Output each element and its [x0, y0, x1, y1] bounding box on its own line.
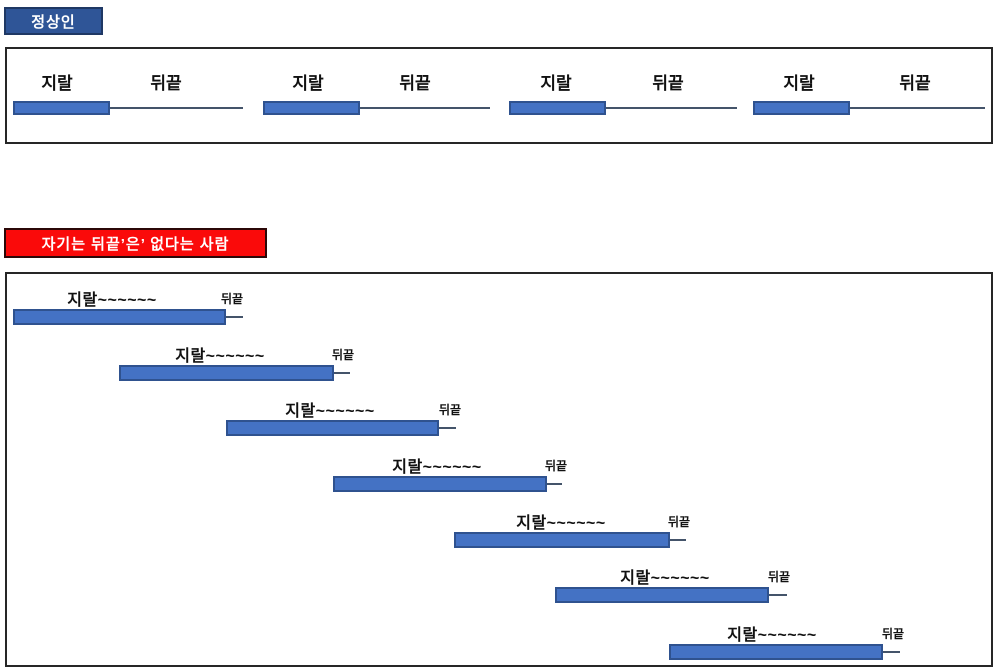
dwikkeut-tail-line [226, 316, 243, 318]
jiral-wave-label: 지랄~~~~~~ [516, 515, 606, 532]
dwikkeut-tail-line [334, 372, 350, 374]
no-grudge-person-frame: 지랄~~~~~~ 뒤끝 지랄~~~~~~ 뒤끝 지랄~~~~~~ 뒤끝 지랄~~… [5, 272, 993, 667]
jiral-bar [509, 101, 606, 115]
jiral-bar [333, 476, 547, 492]
jiral-wave-label: 지랄~~~~~~ [620, 570, 710, 587]
dwikkeut-label: 뒤끝 [767, 570, 791, 584]
jiral-bar [263, 101, 360, 115]
dwikkeut-label: 뒤끝 [899, 74, 931, 93]
dwikkeut-label: 뒤끝 [150, 74, 182, 93]
jiral-wave-label: 지랄~~~~~~ [285, 403, 375, 420]
jiral-label: 지랄 [41, 74, 73, 93]
dwikkeut-label: 뒤끝 [220, 292, 244, 306]
dwikkeut-line [360, 107, 490, 109]
dwikkeut-label: 뒤끝 [667, 515, 691, 529]
normal-person-badge: 정상인 [4, 7, 103, 35]
dwikkeut-label: 뒤끝 [399, 74, 431, 93]
no-grudge-person-badge: 자기는 뒤끝’은’ 없다는 사람 [4, 228, 267, 258]
dwikkeut-tail-line [670, 539, 686, 541]
jiral-bar [226, 420, 439, 436]
jiral-wave-label: 지랄~~~~~~ [392, 459, 482, 476]
dwikkeut-tail-line [547, 483, 562, 485]
jiral-bar [669, 644, 883, 660]
jiral-wave-label: 지랄~~~~~~ [175, 348, 265, 365]
jiral-bar [454, 532, 670, 548]
dwikkeut-tail-line [883, 651, 900, 653]
jiral-bar [13, 309, 226, 325]
jiral-bar [555, 587, 769, 603]
jiral-wave-label: 지랄~~~~~~ [727, 627, 817, 644]
dwikkeut-label: 뒤끝 [331, 348, 355, 362]
jiral-label: 지랄 [540, 74, 572, 93]
dwikkeut-line [606, 107, 737, 109]
jiral-label: 지랄 [783, 74, 815, 93]
jiral-bar [753, 101, 850, 115]
dwikkeut-tail-line [769, 594, 787, 596]
dwikkeut-label: 뒤끝 [544, 459, 568, 473]
normal-person-frame: 지랄 뒤끝 지랄 뒤끝 지랄 뒤끝 지랄 뒤끝 [5, 47, 993, 144]
jiral-bar [119, 365, 334, 381]
jiral-wave-label: 지랄~~~~~~ [67, 292, 157, 309]
jiral-bar [13, 101, 110, 115]
dwikkeut-line [850, 107, 985, 109]
dwikkeut-label: 뒤끝 [438, 403, 462, 417]
dwikkeut-label: 뒤끝 [652, 74, 684, 93]
jiral-label: 지랄 [292, 74, 324, 93]
dwikkeut-line [110, 107, 243, 109]
dwikkeut-label: 뒤끝 [881, 627, 905, 641]
dwikkeut-tail-line [439, 427, 456, 429]
